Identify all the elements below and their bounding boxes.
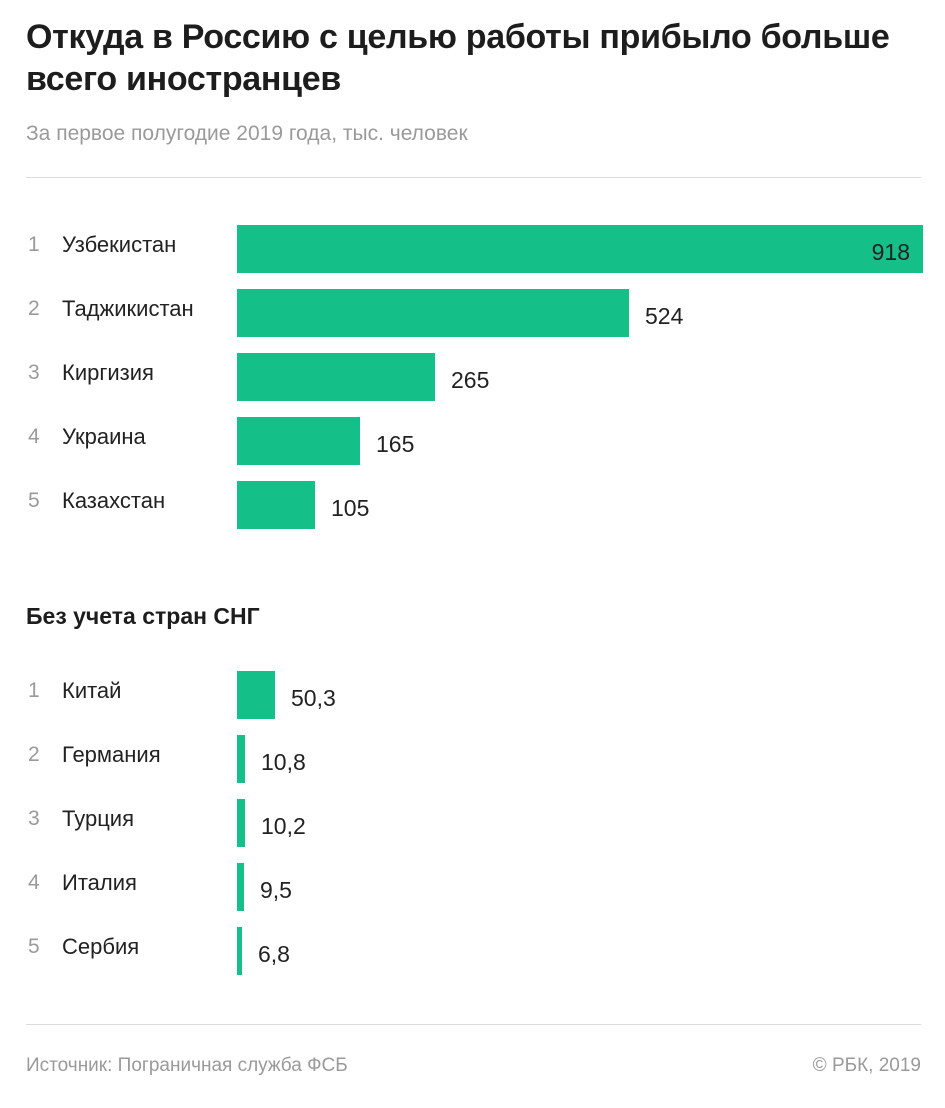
value-label: 165 bbox=[376, 431, 415, 457]
category-label: Италия bbox=[62, 870, 137, 895]
chart-title: Откуда в Россию с целью работы прибыло б… bbox=[26, 18, 890, 98]
rank-number: 2 bbox=[28, 743, 40, 766]
value-label: 6,8 bbox=[258, 941, 290, 967]
category-label: Киргизия bbox=[62, 360, 154, 385]
bar bbox=[237, 481, 315, 529]
category-label: Германия bbox=[62, 742, 161, 767]
bar-row: 4 Италия 9,5 bbox=[0, 860, 945, 911]
bar bbox=[237, 863, 244, 911]
bar bbox=[237, 927, 242, 975]
rank-number: 5 bbox=[28, 935, 40, 958]
bar-row: 5 Сербия 6,8 bbox=[0, 924, 945, 975]
value-label: 50,3 bbox=[291, 685, 336, 711]
bar-row: 1 Узбекистан 918 bbox=[0, 222, 945, 273]
rank-number: 3 bbox=[28, 807, 40, 830]
rank-number: 4 bbox=[28, 425, 40, 448]
bar bbox=[237, 353, 435, 401]
bar bbox=[237, 417, 360, 465]
bar-row: 4 Украина 165 bbox=[0, 414, 945, 465]
value-label: 10,8 bbox=[261, 749, 306, 775]
value-label: 918 bbox=[871, 239, 910, 265]
category-label: Сербия bbox=[62, 934, 140, 959]
value-label: 9,5 bbox=[260, 877, 292, 903]
bar-row: 5 Казахстан 105 bbox=[0, 478, 945, 529]
bar-row: 2 Германия 10,8 bbox=[0, 732, 945, 783]
section-title-non-cis: Без учета стран СНГ bbox=[26, 603, 260, 629]
category-label: Китай bbox=[62, 678, 122, 703]
rank-number: 1 bbox=[28, 233, 40, 256]
chart-subtitle: За первое полугодие 2019 года, тыс. чело… bbox=[26, 122, 468, 145]
category-label: Украина bbox=[62, 424, 146, 449]
bar-row: 3 Киргизия 265 bbox=[0, 350, 945, 401]
bar bbox=[237, 799, 245, 847]
bar bbox=[237, 671, 275, 719]
value-label: 105 bbox=[331, 495, 370, 521]
category-label: Таджикистан bbox=[62, 296, 194, 321]
category-label: Казахстан bbox=[62, 488, 166, 513]
bar bbox=[237, 225, 923, 273]
category-label: Узбекистан bbox=[62, 232, 177, 257]
category-label: Турция bbox=[62, 806, 134, 831]
bottom-divider bbox=[26, 1024, 921, 1025]
rank-number: 3 bbox=[28, 361, 40, 384]
bar-row: 1 Китай 50,3 bbox=[0, 668, 945, 719]
source-note: Источник: Пограничная служба ФСБ bbox=[26, 1055, 348, 1076]
bar bbox=[237, 735, 245, 783]
rank-number: 1 bbox=[28, 679, 40, 702]
value-label: 10,2 bbox=[261, 813, 306, 839]
rank-number: 4 bbox=[28, 871, 40, 894]
bar-row: 2 Таджикистан 524 bbox=[0, 286, 945, 337]
copyright-note: © РБК, 2019 bbox=[812, 1055, 921, 1076]
top-divider bbox=[26, 177, 921, 178]
rank-number: 2 bbox=[28, 297, 40, 320]
bar bbox=[237, 289, 629, 337]
bar-row: 3 Турция 10,2 bbox=[0, 796, 945, 847]
value-label: 265 bbox=[451, 367, 490, 393]
rank-number: 5 bbox=[28, 489, 40, 512]
value-label: 524 bbox=[645, 303, 684, 329]
